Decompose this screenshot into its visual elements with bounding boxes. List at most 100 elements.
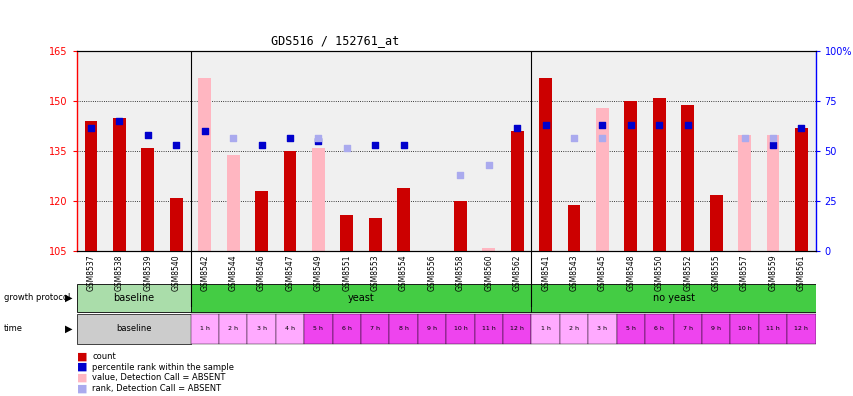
Point <box>226 135 240 141</box>
Text: value, Detection Call = ABSENT: value, Detection Call = ABSENT <box>92 373 225 382</box>
Bar <box>786 314 815 344</box>
Text: GSM8560: GSM8560 <box>484 254 493 291</box>
Bar <box>311 148 324 251</box>
Text: 2 h: 2 h <box>568 326 578 331</box>
Text: time: time <box>4 324 23 333</box>
Text: count: count <box>92 352 116 361</box>
Bar <box>113 118 125 251</box>
Point <box>765 135 779 141</box>
Text: 11 h: 11 h <box>765 326 779 331</box>
Text: GSM8551: GSM8551 <box>342 254 351 291</box>
Text: 12 h: 12 h <box>510 326 524 331</box>
Text: yeast: yeast <box>347 293 374 303</box>
Text: GSM8558: GSM8558 <box>456 254 464 291</box>
Bar <box>538 78 551 251</box>
Text: 10 h: 10 h <box>453 326 467 331</box>
Text: 10 h: 10 h <box>737 326 751 331</box>
Text: ■: ■ <box>77 373 87 383</box>
Point <box>510 125 524 131</box>
Text: baseline: baseline <box>113 293 154 303</box>
Text: 7 h: 7 h <box>369 326 380 331</box>
Point <box>311 138 325 145</box>
Text: 6 h: 6 h <box>341 326 351 331</box>
Text: GDS516 / 152761_at: GDS516 / 152761_at <box>271 34 399 48</box>
Text: 2 h: 2 h <box>228 326 238 331</box>
Text: GSM8561: GSM8561 <box>796 254 805 291</box>
Text: GSM8549: GSM8549 <box>314 254 322 291</box>
Point <box>566 135 580 141</box>
Bar <box>445 314 474 344</box>
Bar <box>766 135 779 251</box>
Text: GSM8556: GSM8556 <box>427 254 436 291</box>
Text: 3 h: 3 h <box>597 326 606 331</box>
Bar <box>190 314 218 344</box>
Bar <box>304 314 332 344</box>
Text: percentile rank within the sample: percentile rank within the sample <box>92 363 234 371</box>
Text: GSM8542: GSM8542 <box>200 254 209 291</box>
Bar <box>368 218 381 251</box>
Bar <box>673 314 701 344</box>
Point <box>283 135 297 141</box>
Bar <box>567 205 580 251</box>
Text: 5 h: 5 h <box>625 326 635 331</box>
Text: 4 h: 4 h <box>285 326 294 331</box>
Text: 5 h: 5 h <box>313 326 323 331</box>
Text: GSM8552: GSM8552 <box>682 254 692 291</box>
Bar <box>729 314 757 344</box>
Bar <box>417 314 445 344</box>
Text: GSM8546: GSM8546 <box>257 254 266 291</box>
Point <box>765 142 779 148</box>
Text: GSM8537: GSM8537 <box>86 254 96 291</box>
Bar <box>247 314 276 344</box>
Point <box>339 145 353 151</box>
Bar <box>737 135 750 251</box>
Text: 9 h: 9 h <box>711 326 720 331</box>
Text: GSM8557: GSM8557 <box>740 254 748 291</box>
Text: GSM8548: GSM8548 <box>625 254 635 291</box>
Bar <box>616 314 644 344</box>
Bar <box>794 128 807 251</box>
Bar <box>681 105 693 251</box>
Point <box>141 131 154 138</box>
Text: 12 h: 12 h <box>793 326 807 331</box>
Bar <box>77 284 190 312</box>
Text: GSM8538: GSM8538 <box>115 254 124 291</box>
Bar <box>361 314 389 344</box>
Point <box>595 135 608 141</box>
Text: ■: ■ <box>77 362 87 372</box>
Text: GSM8544: GSM8544 <box>229 254 237 291</box>
Bar <box>757 314 786 344</box>
Text: GSM8554: GSM8554 <box>398 254 408 291</box>
Bar <box>190 284 531 312</box>
Bar <box>510 131 523 251</box>
Bar <box>84 122 97 251</box>
Bar <box>276 314 304 344</box>
Bar <box>77 314 190 344</box>
Bar <box>588 314 616 344</box>
Point <box>254 142 268 148</box>
Bar <box>226 155 239 251</box>
Text: ▶: ▶ <box>65 324 73 334</box>
Point <box>680 122 693 128</box>
Bar <box>653 98 665 251</box>
Bar <box>454 202 467 251</box>
Bar <box>502 314 531 344</box>
Point <box>84 125 98 131</box>
Bar <box>531 284 815 312</box>
Bar <box>340 215 353 251</box>
Text: GSM8545: GSM8545 <box>597 254 606 291</box>
Text: GSM8559: GSM8559 <box>768 254 776 291</box>
Bar <box>531 314 560 344</box>
Point <box>737 135 751 141</box>
Text: baseline: baseline <box>116 324 151 333</box>
Point <box>652 122 665 128</box>
Text: ▶: ▶ <box>65 293 73 303</box>
Bar <box>709 195 722 251</box>
Point <box>397 142 410 148</box>
Text: GSM8555: GSM8555 <box>711 254 720 291</box>
Point <box>113 118 126 125</box>
Bar <box>474 314 502 344</box>
Text: GSM8550: GSM8550 <box>654 254 663 291</box>
Point <box>624 122 637 128</box>
Text: 11 h: 11 h <box>481 326 495 331</box>
